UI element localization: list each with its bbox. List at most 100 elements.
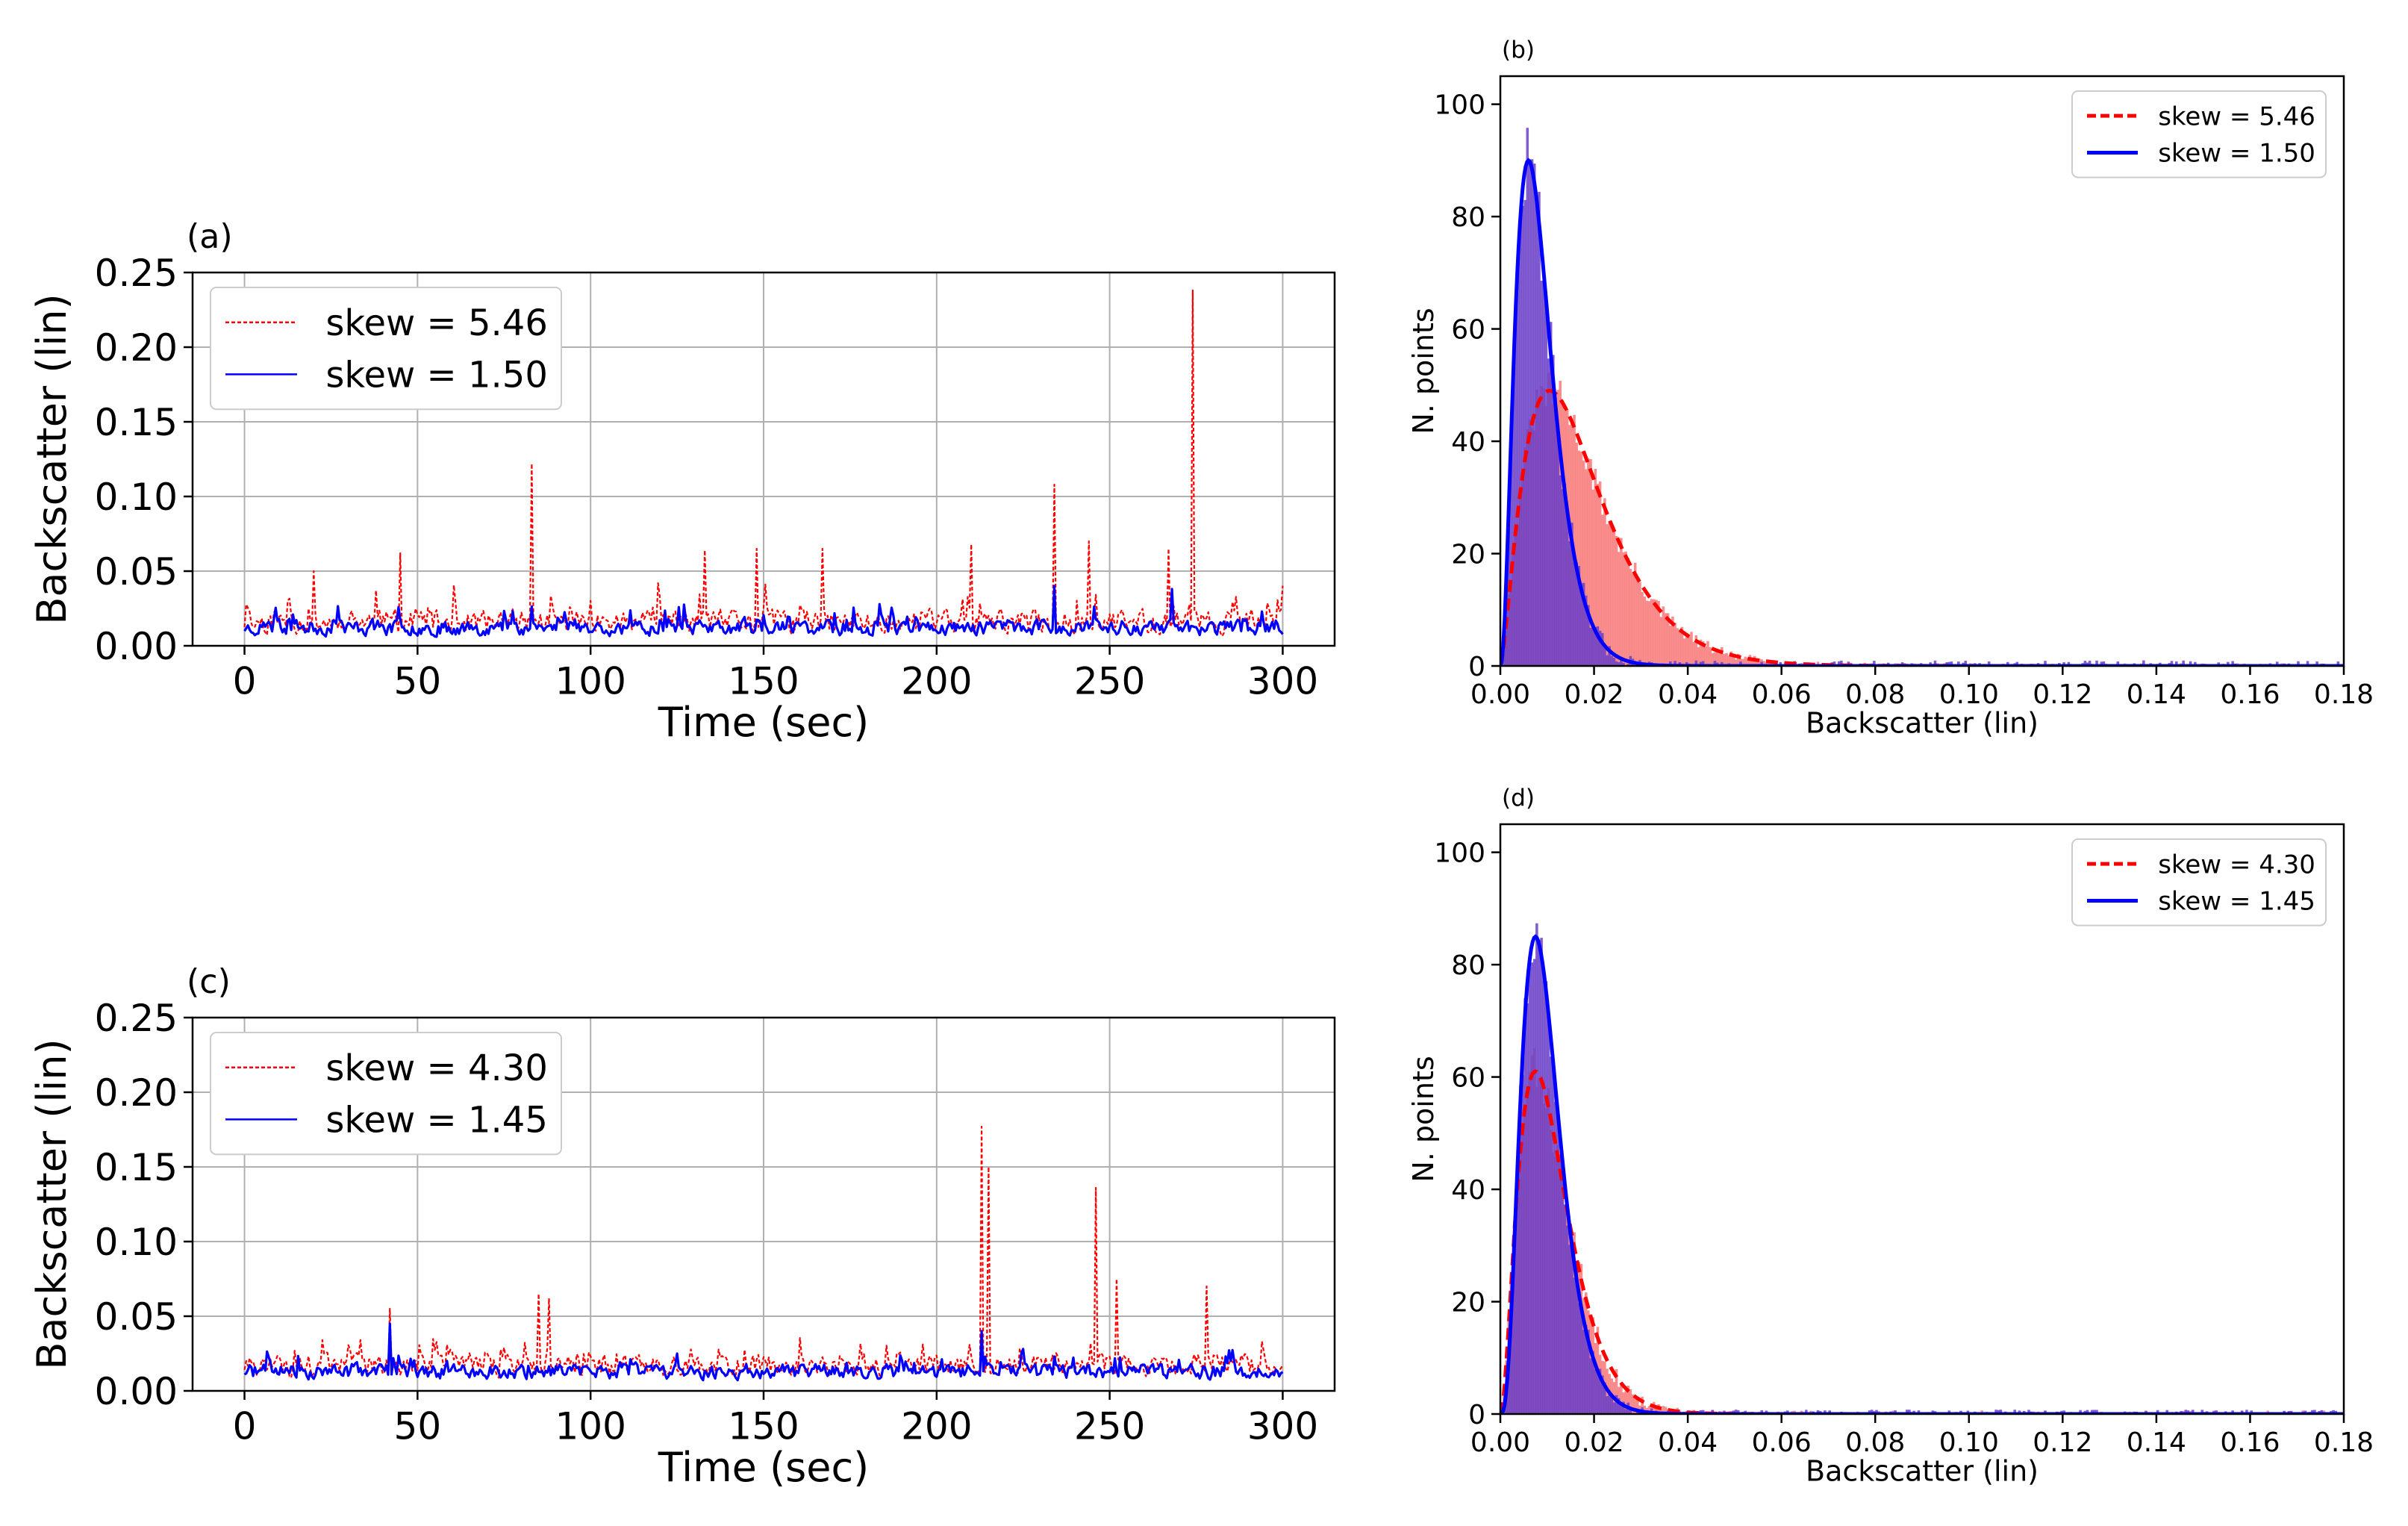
histogram-bar-1 (1629, 1389, 1632, 1414)
histogram-bar-2 (2313, 1410, 2316, 1414)
histogram-bar-2 (1521, 1074, 1524, 1414)
histogram-bar-2 (1591, 1351, 1594, 1414)
histogram-bar-1 (1659, 617, 1662, 666)
histogram-bar-2 (1870, 1410, 1874, 1414)
y-tick-label: 0.25 (95, 252, 178, 295)
y-tick-label: 40 (1451, 1175, 1485, 1206)
x-tick-label: 0.12 (2033, 679, 2092, 710)
histogram-bar-2 (1575, 562, 1578, 666)
histogram-bar-2 (1530, 962, 1534, 1414)
histogram-bar-1 (1615, 535, 1618, 666)
y-tick-label: 0.20 (95, 326, 178, 370)
histogram-bar-2 (1739, 661, 1742, 666)
x-tick-label: 100 (555, 660, 626, 703)
histogram-bar-1 (1596, 484, 1600, 666)
histogram-bar-2 (1617, 662, 1621, 666)
histogram-bar-1 (1699, 639, 1703, 666)
histogram-bar-2 (1617, 1398, 1621, 1414)
x-tick-label: 50 (394, 1405, 442, 1448)
x-tick-label: 0.16 (2220, 1427, 2280, 1458)
histogram-bar-2 (1615, 661, 1618, 666)
histogram-bar-1 (1598, 481, 1602, 666)
histogram-bar-1 (1664, 613, 1668, 666)
x-tick-label: 50 (394, 660, 442, 703)
x-tick-label: 250 (1074, 660, 1145, 703)
y-tick-label: 0.05 (95, 1295, 178, 1339)
x-tick-label: 0.02 (1564, 1427, 1623, 1458)
histogram-bar-2 (1507, 518, 1510, 666)
legend-label-2: skew = 1.45 (325, 1100, 548, 1142)
legend-label-1: skew = 4.30 (325, 1047, 548, 1089)
histogram-bar-2 (1579, 1306, 1583, 1414)
histogram-bar-1 (1704, 646, 1707, 666)
series-line-1 (243, 1125, 1284, 1379)
histogram-bar-1 (1750, 658, 1754, 666)
histogram-bar-2 (1606, 655, 1609, 666)
histogram-bar-2 (1587, 605, 1590, 666)
histogram-bar-2 (1565, 1225, 1569, 1414)
histogram-bar-1 (1573, 414, 1576, 666)
y-tick-label: 80 (1451, 950, 1485, 981)
y-tick-label: 0.25 (95, 997, 178, 1040)
histogram-bar-1 (1674, 623, 1676, 666)
histogram-bar-2 (1721, 661, 1724, 666)
histogram-bar-1 (1655, 1406, 1658, 1414)
histogram-bar-1 (1650, 599, 1653, 666)
x-tick-label: 100 (555, 1405, 626, 1448)
histogram-bar-2 (1526, 1003, 1529, 1414)
histogram-bar-2 (1556, 426, 1559, 666)
y-tick-label: 0 (1468, 652, 1485, 682)
histogram-bar-1 (1620, 538, 1623, 666)
panel-a: (a) 0 50 100 150 200 250 300 0.00 0.05 0.10 0.15 0.2… (28, 218, 1336, 746)
histogram-bar-2 (2315, 661, 2318, 666)
plot-frame (1499, 75, 2345, 667)
y-tick-label: 0.15 (95, 401, 178, 444)
y-tick-label: 0.15 (95, 1146, 178, 1189)
y-tick-label: 0 (1468, 1400, 1485, 1430)
histogram-bar-1 (1671, 616, 1674, 666)
histogram-bar-2 (2200, 1410, 2204, 1414)
x-tick-label: 0.12 (2033, 1427, 2092, 1458)
legend-box (2071, 90, 2327, 178)
histogram-bar-2 (2320, 1410, 2324, 1414)
histogram-bar-1 (1744, 656, 1747, 666)
x-tick-label: 0.14 (2127, 1427, 2186, 1458)
histogram-bar-1 (1694, 635, 1698, 666)
histogram-bar-2 (1622, 1401, 1625, 1414)
histogram-bar-2 (1532, 959, 1536, 1414)
histogram-bar-2 (1624, 1409, 1627, 1414)
histogram-bar-2 (1594, 1368, 1597, 1414)
histogram-bar-1 (1624, 1391, 1627, 1414)
histogram-bar-1 (1685, 633, 1688, 666)
histogram-bar-1 (1678, 631, 1682, 666)
histogram-bar-2 (2102, 661, 2106, 666)
x-tick-label: 0.06 (1752, 679, 1812, 710)
fit-curve-2 (1500, 158, 2344, 666)
histogram-bar-2 (1591, 626, 1594, 666)
legend-label-1: skew = 5.46 (325, 302, 548, 344)
y-axis-label: N. points (1407, 1056, 1440, 1182)
histogram-bar-1 (1633, 562, 1637, 666)
x-axis-label: Backscatter (lin) (1806, 1455, 2039, 1488)
histogram-bar-2 (2175, 661, 2178, 666)
histogram-bar-2 (1563, 1204, 1567, 1414)
histogram-bar-1 (1711, 653, 1715, 666)
histogram-bar-2 (1701, 1410, 1705, 1414)
x-axis-label: Time (sec) (658, 1444, 870, 1491)
panel-label: (c) (187, 963, 231, 1001)
histogram-bar-2 (1760, 661, 1763, 666)
histogram-bar-2 (2336, 661, 2340, 666)
histogram-bar-2 (1589, 1358, 1592, 1414)
histogram-bar-1 (1617, 552, 1621, 666)
y-tick-label: 0.10 (95, 476, 178, 519)
legend-label-2: skew = 1.50 (325, 355, 548, 396)
x-tick-label: 0.00 (1470, 679, 1530, 710)
histogram-bar-2 (2100, 661, 2103, 666)
histogram-bar-2 (1620, 1403, 1623, 1414)
histogram-bar-1 (1732, 653, 1735, 666)
histogram-bar-2 (2079, 1410, 2082, 1414)
panel-label: (d) (1502, 785, 1535, 812)
histogram-bar-2 (2182, 660, 2185, 666)
histogram-bar-2 (1523, 199, 1526, 666)
